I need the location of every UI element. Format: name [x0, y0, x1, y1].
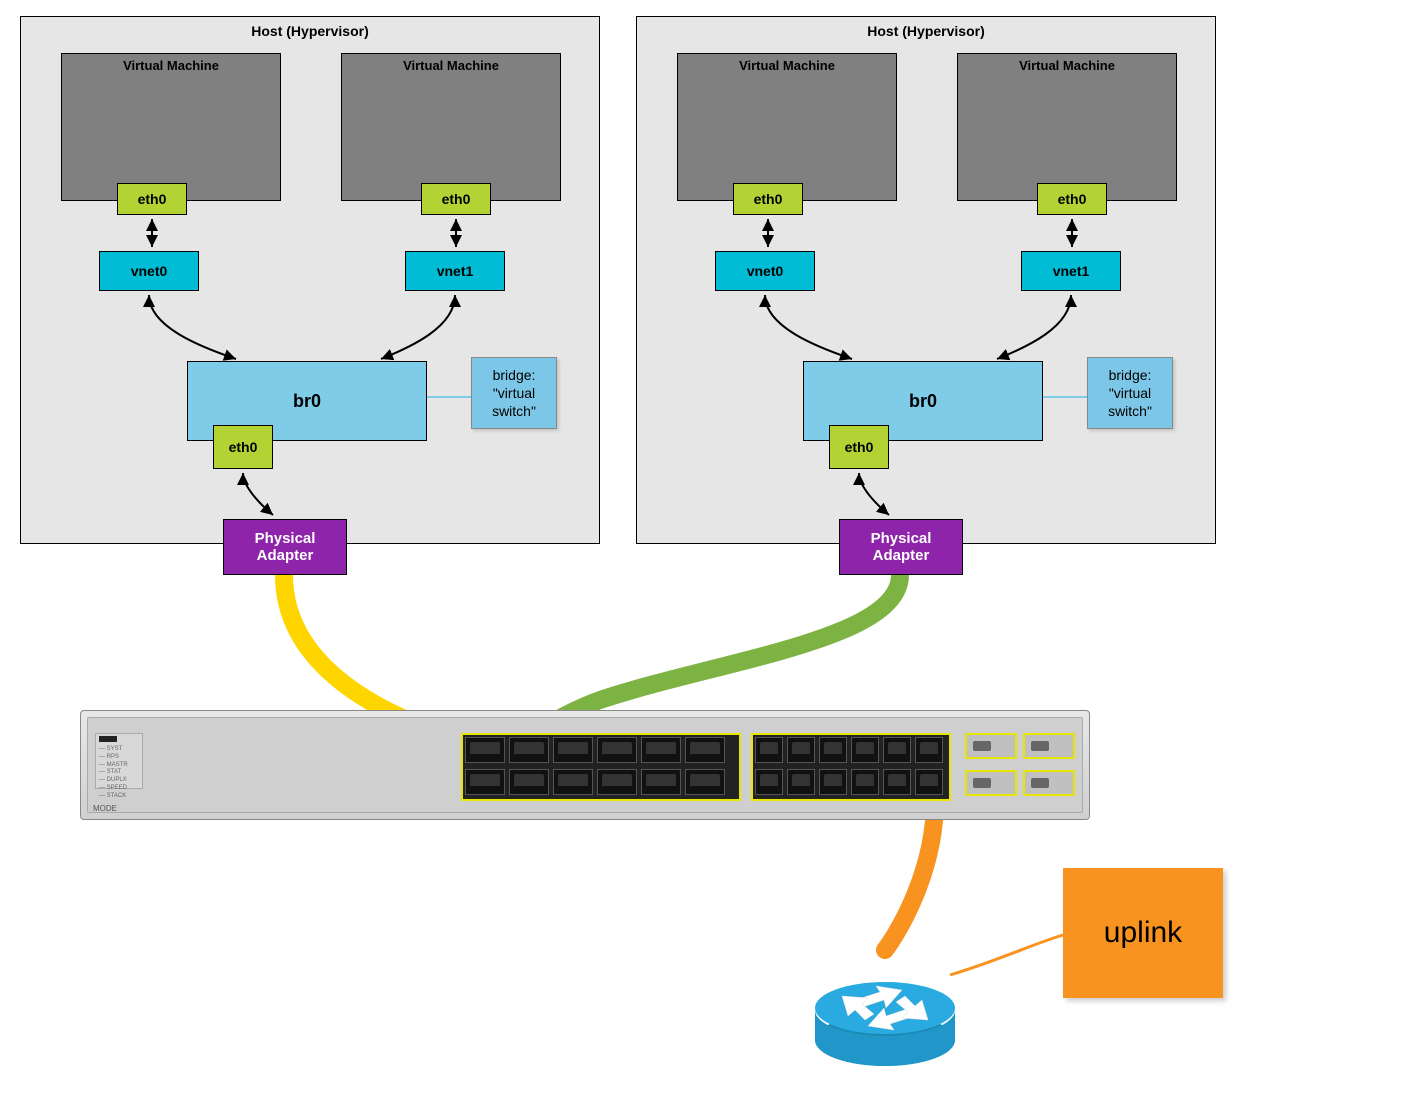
switch-portgroup-1	[461, 733, 741, 801]
vnet1-label: vnet1	[437, 263, 474, 279]
host-right: Host (Hypervisor) Virtual Machine Virtua…	[636, 16, 1216, 544]
vm-right-1: Virtual Machine	[677, 53, 897, 201]
vm-right-2: Virtual Machine	[957, 53, 1177, 201]
uplink-label: uplink	[1104, 916, 1182, 950]
vm-left-1-title: Virtual Machine	[62, 58, 280, 73]
vnet1-right: vnet1	[1021, 251, 1121, 291]
vm-right-1-title: Virtual Machine	[678, 58, 896, 73]
vm-left-2: Virtual Machine	[341, 53, 561, 201]
switch-sfp-group	[965, 733, 1075, 801]
vm-left-2-title: Virtual Machine	[342, 58, 560, 73]
bridge-note-right: bridge: "virtual switch"	[1087, 357, 1173, 429]
host-left: Host (Hypervisor) Virtual Machine Virtua…	[20, 16, 600, 544]
vnet0-left: vnet0	[99, 251, 199, 291]
vm-left-2-eth0: eth0	[421, 183, 491, 215]
vnet0-right: vnet0	[715, 251, 815, 291]
vnet1-left: vnet1	[405, 251, 505, 291]
bridge-label: br0	[909, 391, 937, 412]
host-eth0-left: eth0	[213, 425, 273, 469]
vm-right-2-eth0: eth0	[1037, 183, 1107, 215]
bridge-note-left: bridge: "virtual switch"	[471, 357, 557, 429]
vm-left-1: Virtual Machine	[61, 53, 281, 201]
vnet1-label: vnet1	[1053, 263, 1090, 279]
uplink-connector	[950, 935, 1063, 975]
network-switch: — SYST— RPS— MASTR— STAT— DUPLX— SPEED— …	[80, 710, 1090, 820]
vnet0-label: vnet0	[131, 263, 168, 279]
router-icon	[810, 930, 960, 1080]
host-left-title: Host (Hypervisor)	[21, 23, 599, 39]
host-eth0-right: eth0	[829, 425, 889, 469]
switch-led-block: — SYST— RPS— MASTR— STAT— DUPLX— SPEED— …	[95, 733, 143, 789]
eth-label: eth0	[1058, 191, 1087, 207]
cable-orange	[885, 800, 935, 950]
switch-mode-label: MODE	[93, 804, 117, 813]
vm-right-1-eth0: eth0	[733, 183, 803, 215]
adapter-left: Physical Adapter	[223, 519, 347, 575]
uplink-note: uplink	[1063, 868, 1223, 998]
vm-right-2-title: Virtual Machine	[958, 58, 1176, 73]
eth-label: eth0	[754, 191, 783, 207]
adapter-right: Physical Adapter	[839, 519, 963, 575]
host-right-title: Host (Hypervisor)	[637, 23, 1215, 39]
vm-left-1-eth0: eth0	[117, 183, 187, 215]
vnet0-label: vnet0	[747, 263, 784, 279]
host-eth-label: eth0	[845, 439, 874, 455]
bridge-label: br0	[293, 391, 321, 412]
host-eth-label: eth0	[229, 439, 258, 455]
eth-label: eth0	[442, 191, 471, 207]
switch-portgroup-2	[751, 733, 951, 801]
eth-label: eth0	[138, 191, 167, 207]
